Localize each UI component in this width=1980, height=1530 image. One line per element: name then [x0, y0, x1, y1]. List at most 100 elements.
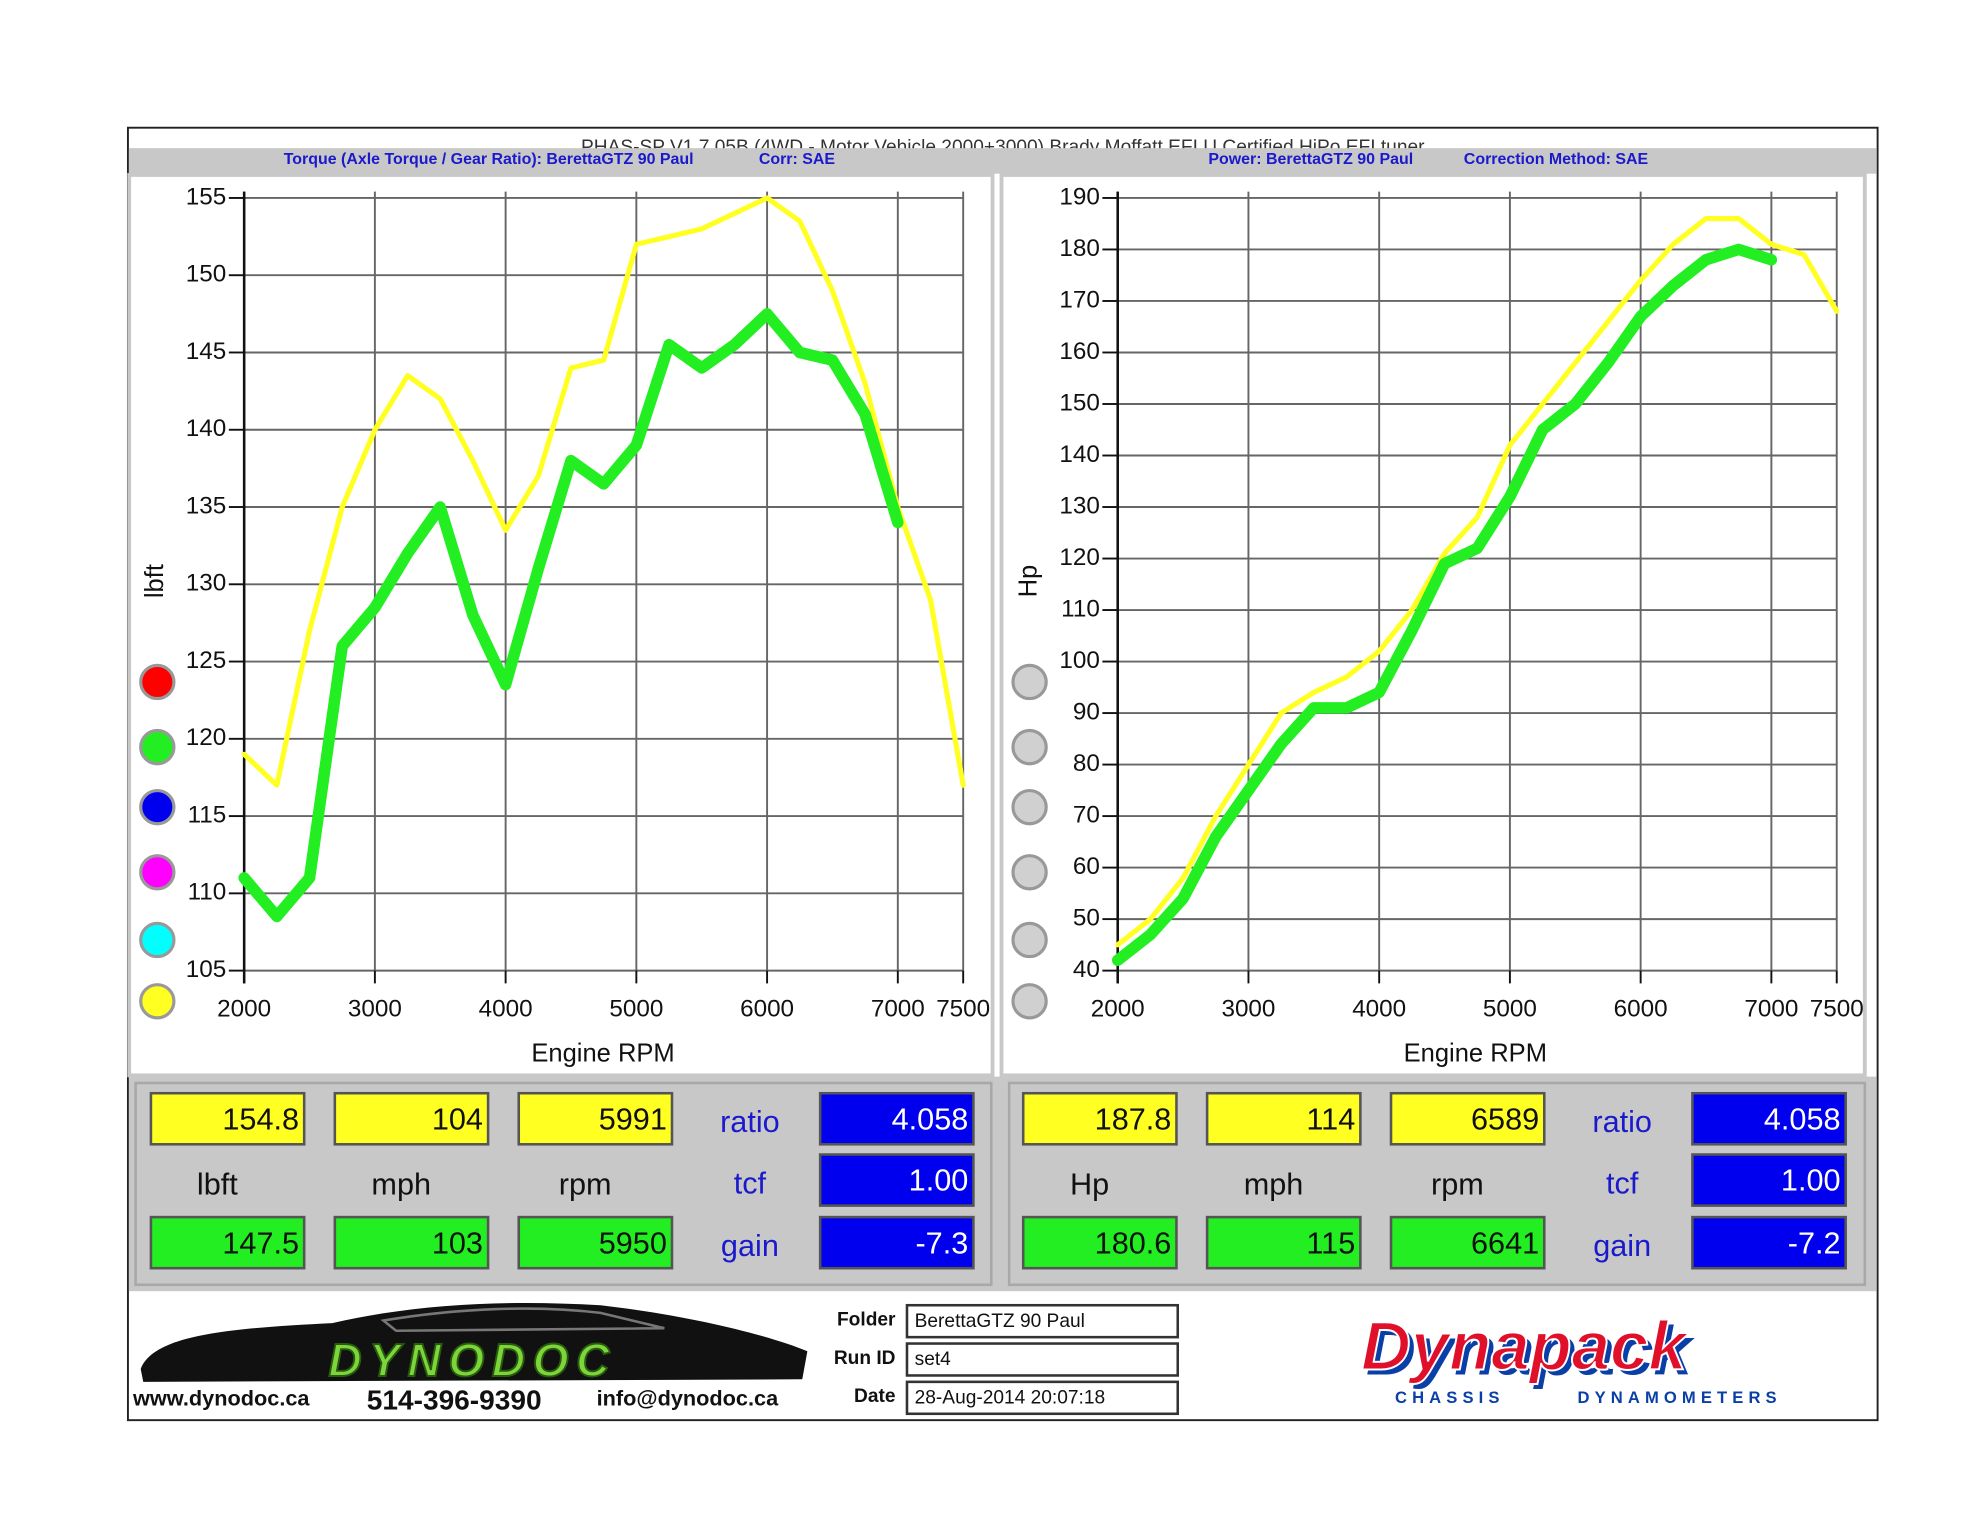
dynapack-line: CHASSIS — [1395, 1388, 1505, 1407]
factor-label: ratio — [720, 1105, 780, 1139]
channel-button[interactable] — [139, 728, 176, 766]
readout-box — [517, 1091, 674, 1146]
factor-box — [818, 1153, 975, 1207]
factor-value: 4.058 — [1764, 1102, 1841, 1136]
info-value: BerettaGTZ 90 Paul — [915, 1311, 1085, 1332]
chart-subtitle: Corr: SAE — [759, 151, 836, 168]
channel-button[interactable] — [1011, 983, 1048, 1020]
x-tick-label: 2000 — [217, 996, 271, 1023]
readout-value: 5991 — [599, 1102, 667, 1136]
x-tick-label: 4000 — [479, 996, 533, 1023]
readout-box — [149, 1091, 306, 1146]
factor-value: -7.3 — [915, 1226, 968, 1260]
x-tick-label: 7000 — [871, 996, 925, 1023]
y-tick-label: 140 — [1059, 441, 1099, 468]
factor-box — [1691, 1091, 1847, 1146]
x-tick-label: 4000 — [1352, 996, 1406, 1023]
y-tick-label: 190 — [1059, 183, 1099, 210]
chart-title: Power: BerettaGTZ 90 Paul — [1208, 151, 1413, 168]
y-tick-label: 160 — [1059, 338, 1099, 365]
channel-button[interactable] — [139, 921, 176, 959]
readout-unit: rpm — [559, 1168, 612, 1202]
channel-button[interactable] — [1011, 788, 1048, 826]
factor-value: 4.058 — [892, 1102, 969, 1136]
channel-button[interactable] — [1011, 921, 1048, 959]
x-tick-label: 6000 — [1614, 996, 1668, 1023]
torque-panel — [127, 173, 995, 1078]
readout-value: 147.5 — [222, 1226, 299, 1260]
y-tick-label: 145 — [186, 338, 226, 365]
y-tick-label: 140 — [186, 415, 226, 442]
readout-box — [1205, 1091, 1362, 1146]
y-tick-label: 115 — [188, 801, 227, 828]
chart-subtitle: Correction Method: SAE — [1464, 151, 1649, 168]
x-tick-label: 7000 — [1744, 996, 1798, 1023]
readout-unit: rpm — [1431, 1168, 1484, 1202]
x-tick-label: 3000 — [348, 996, 402, 1023]
y-tick-label: 120 — [1059, 544, 1099, 571]
y-tick-label: 180 — [1059, 235, 1099, 262]
info-value: set4 — [915, 1349, 952, 1370]
info-box — [905, 1380, 1180, 1416]
y-tick-label: 135 — [186, 492, 226, 519]
readout-unit: mph — [371, 1168, 431, 1202]
readout-value: 6641 — [1471, 1226, 1539, 1260]
factor-label: ratio — [1592, 1105, 1652, 1139]
y-tick-label: 130 — [186, 570, 226, 597]
channel-button[interactable] — [139, 788, 176, 826]
x-tick-label: 5000 — [1483, 996, 1537, 1023]
info-box — [905, 1342, 1180, 1377]
channel-button[interactable] — [139, 663, 176, 701]
y-tick-label: 120 — [186, 724, 226, 751]
x-axis-label: Engine RPM — [531, 1040, 674, 1068]
readout-value: 115 — [1306, 1226, 1355, 1260]
series-line — [1111, 243, 1778, 967]
readout-value: 104 — [432, 1102, 483, 1136]
factor-value: 1.00 — [1781, 1164, 1841, 1198]
y-tick-label: 130 — [1059, 492, 1099, 519]
readout-value: 180.6 — [1095, 1226, 1172, 1260]
readout-box — [333, 1215, 490, 1270]
info-label: Run ID — [834, 1348, 896, 1369]
factor-box — [818, 1091, 975, 1146]
readout-value: 103 — [432, 1226, 483, 1260]
info-label: Folder — [837, 1310, 896, 1331]
x-tick-label: 2000 — [1091, 996, 1145, 1023]
factor-value: 1.00 — [909, 1164, 969, 1198]
chart-title: Torque (Axle Torque / Gear Ratio): Beret… — [284, 151, 694, 168]
readout-value: 154.8 — [222, 1102, 299, 1136]
readout-box — [1389, 1215, 1546, 1270]
y-tick-label: 110 — [188, 879, 227, 906]
email: info@dynodoc.ca — [597, 1385, 779, 1410]
channel-button[interactable] — [1011, 663, 1048, 701]
readout-box — [1205, 1215, 1362, 1270]
factor-label: tcf — [1606, 1166, 1639, 1200]
y-tick-label: 105 — [186, 956, 226, 983]
readout-value: 6589 — [1471, 1102, 1539, 1136]
readout-box — [149, 1215, 306, 1270]
readout-box — [333, 1091, 490, 1146]
phone: 514-396-9390 — [367, 1385, 542, 1416]
info-box — [905, 1303, 1180, 1339]
readout-box — [517, 1215, 674, 1270]
factor-box — [818, 1215, 975, 1270]
factor-box — [1691, 1153, 1847, 1207]
readout-value: 114 — [1306, 1102, 1355, 1136]
channel-buttons — [139, 663, 1048, 1020]
y-tick-label: 40 — [1073, 956, 1100, 983]
channel-button[interactable] — [139, 854, 176, 891]
channel-button[interactable] — [139, 983, 176, 1020]
x-axis-label: Engine RPM — [1404, 1040, 1547, 1068]
dynapack-shadow: Dynapack — [1366, 1313, 1695, 1390]
readout-unit: Hp — [1070, 1168, 1109, 1202]
y-tick-label: 70 — [1073, 801, 1100, 828]
channel-button[interactable] — [1011, 728, 1048, 766]
readout-box — [1021, 1215, 1178, 1270]
website: www.dynodoc.ca — [132, 1385, 310, 1410]
x-tick-label: 3000 — [1221, 996, 1275, 1023]
channel-button[interactable] — [1011, 854, 1048, 891]
power-panel — [999, 173, 1867, 1078]
series-line — [238, 308, 904, 923]
series-line — [241, 195, 966, 788]
